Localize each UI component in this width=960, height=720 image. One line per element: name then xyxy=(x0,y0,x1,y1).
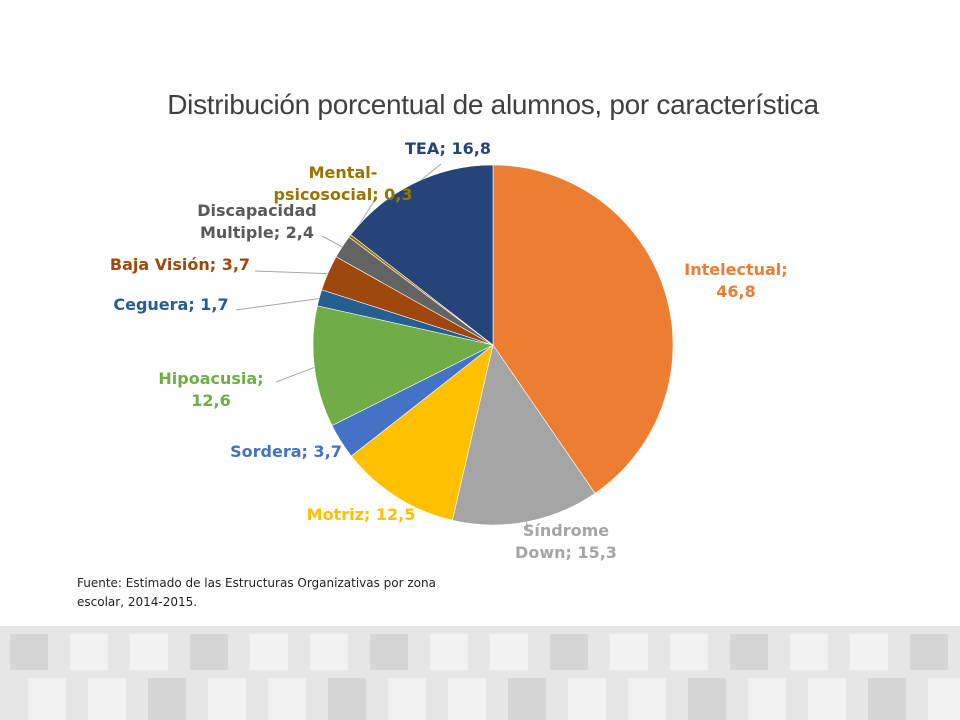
slice-label-line: 12,6 xyxy=(191,391,230,410)
footer-tile xyxy=(370,634,408,670)
pie-slice-intelectual xyxy=(492,164,674,494)
footer-tile xyxy=(850,634,888,670)
slice-label-line: Down; 15,3 xyxy=(515,543,617,562)
slice-label-line: Mental- xyxy=(309,163,378,182)
footer-tile xyxy=(730,634,768,670)
leader-line-ceguera xyxy=(235,297,322,311)
footer-tile xyxy=(550,634,588,670)
footer-tile xyxy=(610,634,648,670)
slice-label-line: Síndrome xyxy=(523,521,609,540)
slice-labels: Intelectual; 46,8 Síndrome Down; 15,3 Motriz… xyxy=(110,139,788,562)
source-footnote: Fuente: Estimado de las Estructuras Orga… xyxy=(77,574,457,612)
slice-label-intelectual: Intelectual; 46,8 xyxy=(684,260,787,301)
leader-line-discapacidad-multiple xyxy=(321,235,345,249)
slice-label-motriz: Motriz; 12,5 xyxy=(307,505,416,524)
slice-label-line: Sordera; 3,7 xyxy=(230,442,342,461)
leader-line-hipoacusia xyxy=(275,366,317,383)
slice-label-mental-psicosocial: Mental-psicosocial; 0,3 xyxy=(273,163,412,204)
decorative-footer-band xyxy=(0,626,960,720)
slice-label-line: Multiple; 2,4 xyxy=(200,223,314,242)
pie-slice-hipoacusia xyxy=(312,305,494,426)
pie-chart: Distribución porcentual de alumnos, por … xyxy=(110,89,820,562)
slice-label-tea: TEA; 16,8 xyxy=(405,139,491,158)
slice-label-line: Hipoacusia; xyxy=(158,369,263,388)
slice-label-baja-vision: Baja Visión; 3,7 xyxy=(110,255,250,274)
slice-label-line: Motriz; 12,5 xyxy=(307,505,416,524)
footer-tile xyxy=(328,678,366,720)
footer-tile xyxy=(808,678,846,720)
footer-tile xyxy=(568,678,606,720)
pie-slice-tea xyxy=(350,164,494,346)
footer-tile xyxy=(388,678,426,720)
footer-tile xyxy=(10,634,48,670)
footer-tile xyxy=(130,634,168,670)
slice-label-line: 46,8 xyxy=(716,282,755,301)
footer-tile xyxy=(928,678,960,720)
footer-tile xyxy=(310,634,348,670)
footer-tile xyxy=(670,634,708,670)
slice-label-sordera: Sordera; 3,7 xyxy=(230,442,342,461)
footer-tile xyxy=(490,634,528,670)
leader-line-baja-vision xyxy=(254,270,330,275)
footer-tile xyxy=(28,678,66,720)
pie-slice-motriz xyxy=(350,344,494,521)
pie-slice-sindrome-down xyxy=(451,344,596,526)
footer-tile xyxy=(910,634,948,670)
footer-tile xyxy=(208,678,246,720)
footer-tile xyxy=(868,678,906,720)
footer-tile xyxy=(790,634,828,670)
footer-tile xyxy=(250,634,288,670)
footer-tile xyxy=(448,678,486,720)
slice-label-sindrome-down: Síndrome Down; 15,3 xyxy=(515,521,617,562)
slice-label-ceguera: Ceguera; 1,7 xyxy=(113,295,228,314)
footer-tile xyxy=(628,678,666,720)
footer-tile xyxy=(508,678,546,720)
slice-label-line: Discapacidad xyxy=(197,201,317,220)
slice-label-line: Intelectual; xyxy=(684,260,787,279)
footer-tile xyxy=(688,678,726,720)
footer-tile xyxy=(70,634,108,670)
chart-title: Distribución porcentual de alumnos, por … xyxy=(167,89,819,120)
footer-tile xyxy=(190,634,228,670)
footer-tile xyxy=(268,678,306,720)
slice-label-line: TEA; 16,8 xyxy=(405,139,491,158)
source-footnote-line: escolar, 2014-2015. xyxy=(77,595,198,609)
slice-label-line: psicosocial; 0,3 xyxy=(273,185,412,204)
footer-tile xyxy=(748,678,786,720)
footer-tile xyxy=(430,634,468,670)
slice-label-line: Baja Visión; 3,7 xyxy=(110,255,250,274)
pie-slices xyxy=(312,164,674,526)
slice-label-hipoacusia: Hipoacusia; 12,6 xyxy=(158,369,263,410)
source-footnote-line: Fuente: Estimado de las Estructuras Orga… xyxy=(77,576,436,590)
slice-label-line: Ceguera; 1,7 xyxy=(113,295,228,314)
slice-label-discapacidad-multiple: Discapacidad Multiple; 2,4 xyxy=(197,201,317,242)
footer-tile xyxy=(88,678,126,720)
footer-tile xyxy=(148,678,186,720)
